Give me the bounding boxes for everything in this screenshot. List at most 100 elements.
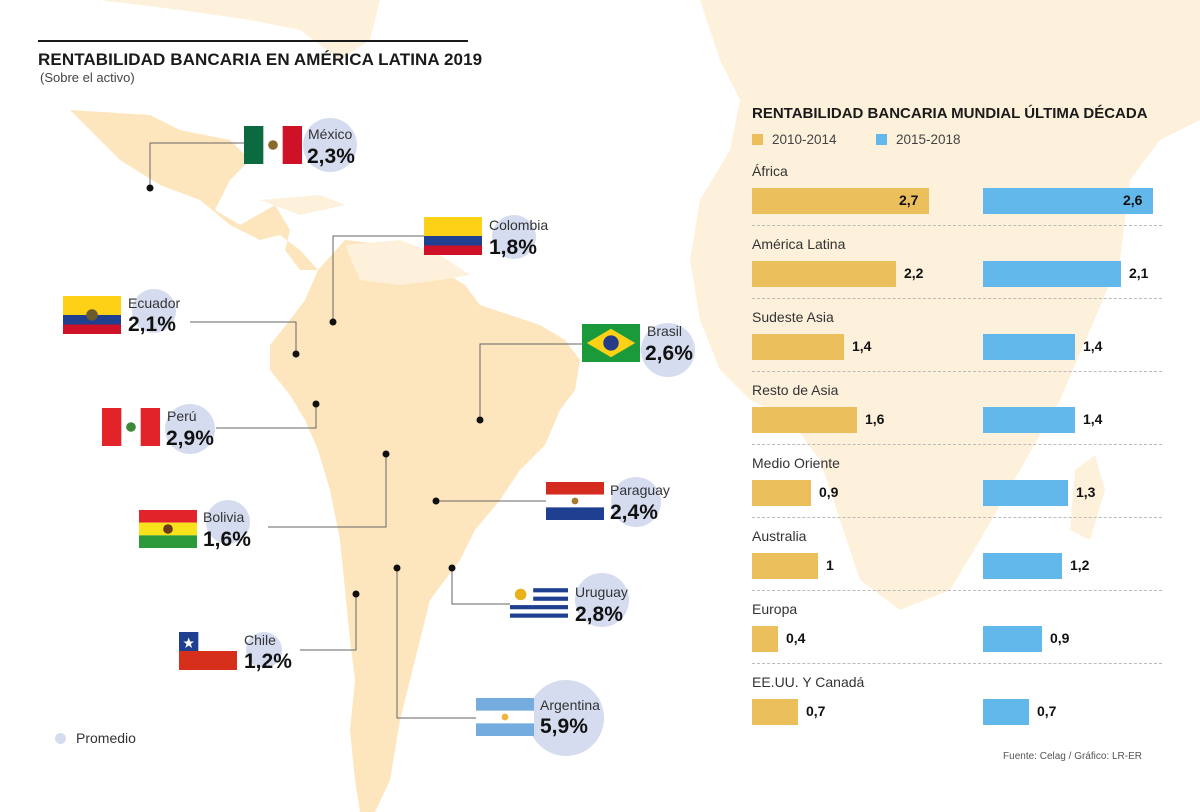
average-circle-paraguay bbox=[611, 477, 661, 527]
legend-label-2010-2014: 2010-2014 bbox=[772, 132, 837, 147]
bar-value-label: 2,6 bbox=[1123, 192, 1143, 208]
legend-2015-2018: 2015-2018 bbox=[876, 132, 961, 147]
bar-2010-2014 bbox=[752, 480, 811, 506]
world-chart-title: RENTABILIDAD BANCARIA MUNDIAL ÚLTIMA DÉC… bbox=[752, 105, 1148, 122]
leader-line-bolivia bbox=[268, 454, 387, 528]
flag-uruguay-icon bbox=[510, 584, 568, 622]
flag-argentina-icon bbox=[476, 698, 534, 736]
mexico-shape bbox=[70, 110, 318, 270]
bar-2010-2014 bbox=[752, 407, 857, 433]
title-rule bbox=[38, 40, 468, 42]
venezuela-shape bbox=[345, 240, 470, 285]
madagascar-shape bbox=[1070, 455, 1105, 540]
region-label: Australia bbox=[752, 528, 807, 544]
country-name-paraguay: Paraguay bbox=[610, 482, 670, 498]
bar-value-label: 1,2 bbox=[1070, 557, 1090, 573]
country-value-brasil: 2,6% bbox=[645, 342, 693, 365]
bar-2010-2014 bbox=[752, 553, 818, 579]
country-value-peru: 2,9% bbox=[166, 427, 214, 450]
bar-value-label: 0,7 bbox=[806, 703, 826, 719]
main-subtitle: (Sobre el activo) bbox=[40, 70, 135, 85]
bar-2015-2018 bbox=[983, 699, 1029, 725]
country-name-bolivia: Bolivia bbox=[203, 509, 245, 525]
bar-value-label: 0,7 bbox=[1037, 703, 1057, 719]
country-name-peru: Perú bbox=[167, 408, 197, 424]
map-legend-label: Promedio bbox=[76, 730, 136, 746]
bar-value-label: 0,9 bbox=[1050, 630, 1070, 646]
region-label: Medio Oriente bbox=[752, 455, 840, 471]
bar-2010-2014 bbox=[752, 261, 896, 287]
bar-value-label: 2,7 bbox=[899, 192, 919, 208]
bar-value-label: 1,3 bbox=[1076, 484, 1096, 500]
bar-value-label: 1 bbox=[826, 557, 834, 573]
bar-2015-2018 bbox=[983, 334, 1075, 360]
legend-swatch-2010-2014 bbox=[752, 134, 763, 145]
row-separator bbox=[752, 298, 1162, 299]
bar-2015-2018 bbox=[983, 553, 1062, 579]
country-name-uruguay: Uruguay bbox=[575, 584, 628, 600]
leader-line-argentina bbox=[396, 568, 476, 719]
bar-value-label: 1,4 bbox=[1083, 411, 1103, 427]
location-dot-peru bbox=[312, 400, 320, 408]
location-dot-argentina bbox=[393, 564, 401, 572]
main-title: RENTABILIDAD BANCARIA EN AMÉRICA LATINA … bbox=[38, 50, 483, 69]
flag-bolivia-icon bbox=[139, 510, 197, 548]
bar-2010-2014 bbox=[752, 188, 929, 214]
bar-value-label: 1,4 bbox=[1083, 338, 1103, 354]
region-label: África bbox=[752, 163, 788, 179]
region-label: Sudeste Asia bbox=[752, 309, 834, 325]
flag-peru-icon bbox=[102, 408, 160, 446]
row-separator bbox=[752, 663, 1162, 664]
average-circle-uruguay bbox=[575, 573, 629, 627]
bar-value-label: 2,2 bbox=[904, 265, 924, 281]
legend-label-2015-2018: 2015-2018 bbox=[896, 132, 961, 147]
average-circle-colombia bbox=[492, 215, 536, 259]
country-value-argentina: 5,9% bbox=[540, 715, 588, 738]
bar-2010-2014 bbox=[752, 699, 798, 725]
region-label: EE.UU. Y Canadá bbox=[752, 674, 865, 690]
flag-paraguay-icon bbox=[546, 482, 604, 520]
legend-2010-2014: 2010-2014 bbox=[752, 132, 837, 147]
bar-value-label: 0,4 bbox=[786, 630, 806, 646]
leader-line-brasil bbox=[479, 343, 582, 420]
bar-value-label: 1,4 bbox=[852, 338, 872, 354]
bar-2010-2014 bbox=[752, 334, 844, 360]
flag-chile-icon bbox=[179, 632, 237, 670]
average-circle-peru bbox=[165, 404, 215, 454]
leader-line-peru bbox=[216, 404, 317, 429]
country-name-colombia: Colombia bbox=[489, 217, 549, 233]
leader-line-ecuador bbox=[190, 321, 297, 354]
location-dot-ecuador bbox=[292, 350, 300, 358]
row-separator bbox=[752, 371, 1162, 372]
country-name-chile: Chile bbox=[244, 632, 276, 648]
average-circle-bolivia bbox=[206, 500, 250, 544]
row-separator bbox=[752, 444, 1162, 445]
flag-colombia-icon bbox=[424, 217, 482, 255]
africa-shape bbox=[690, 0, 1200, 610]
row-separator bbox=[752, 517, 1162, 518]
bar-value-label: 1,6 bbox=[865, 411, 885, 427]
country-value-bolivia: 1,6% bbox=[203, 528, 251, 551]
leader-line-chile bbox=[300, 594, 357, 651]
bar-2015-2018 bbox=[983, 626, 1042, 652]
country-name-brasil: Brasil bbox=[647, 323, 683, 339]
location-dot-chile bbox=[352, 590, 360, 598]
leader-line-colombia bbox=[332, 235, 424, 322]
country-value-uruguay: 2,8% bbox=[575, 603, 623, 626]
average-circle-chile bbox=[246, 632, 282, 668]
flag-brasil-icon bbox=[582, 324, 640, 362]
average-circle-brasil bbox=[641, 323, 695, 377]
south-america-shape bbox=[270, 240, 580, 812]
location-dot-brasil bbox=[476, 416, 484, 424]
bar-value-label: 2,1 bbox=[1129, 265, 1149, 281]
north-america-shape bbox=[0, 0, 380, 60]
flag-mexico-icon bbox=[244, 126, 302, 164]
average-circle-icon bbox=[55, 733, 66, 744]
row-separator bbox=[752, 225, 1162, 226]
country-name-ecuador: Ecuador bbox=[128, 295, 181, 311]
country-value-paraguay: 2,4% bbox=[610, 501, 658, 524]
caribbean-shape bbox=[260, 195, 345, 215]
location-dot-paraguay bbox=[432, 497, 440, 505]
